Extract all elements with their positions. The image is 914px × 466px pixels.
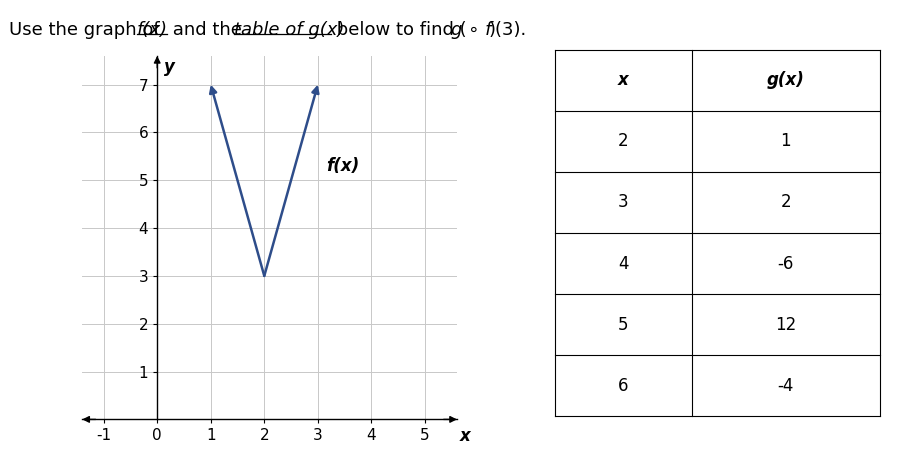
Text: x: x [618, 71, 629, 89]
Text: y: y [164, 58, 175, 76]
Text: 5: 5 [618, 315, 629, 334]
Text: 1: 1 [781, 132, 791, 151]
Text: f(x): f(x) [325, 157, 359, 175]
Text: 4: 4 [618, 254, 629, 273]
Text: 2: 2 [618, 132, 629, 151]
Text: table of g(x): table of g(x) [234, 21, 345, 39]
Text: below to find (: below to find ( [332, 21, 467, 39]
Text: x: x [460, 427, 471, 445]
Text: 12: 12 [775, 315, 796, 334]
Text: g ∘ f: g ∘ f [452, 21, 492, 39]
Text: and the: and the [166, 21, 247, 39]
Text: g(x): g(x) [767, 71, 804, 89]
Text: -6: -6 [778, 254, 794, 273]
Text: )(3).: )(3). [489, 21, 527, 39]
Text: 2: 2 [781, 193, 791, 212]
Text: Use the graph of: Use the graph of [9, 21, 165, 39]
Text: -4: -4 [778, 377, 794, 395]
Text: 3: 3 [618, 193, 629, 212]
Text: 6: 6 [618, 377, 629, 395]
Text: f(x): f(x) [136, 21, 167, 39]
